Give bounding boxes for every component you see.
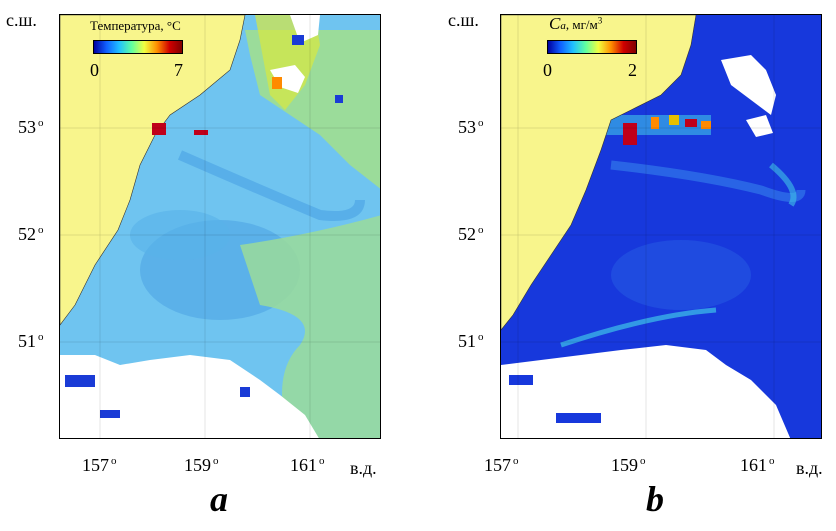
colorbar	[547, 40, 637, 54]
lat-label-52: 52 o	[458, 224, 484, 244]
land-kamchatka	[501, 15, 697, 331]
high-chl-pixel	[701, 121, 711, 129]
cold-patch	[335, 95, 343, 103]
map-frame	[500, 14, 822, 439]
lon-label-159: 159 o	[611, 455, 646, 475]
low-chl-patch	[556, 413, 601, 423]
lon-label-161: 161 o	[740, 455, 775, 475]
cloud-mask	[746, 115, 773, 137]
east-longitude-label: в.д.	[350, 458, 377, 478]
eddy	[130, 210, 230, 260]
cloud-mask	[721, 55, 776, 115]
cloud-mask	[60, 355, 319, 438]
warm-front	[240, 215, 380, 438]
east-longitude-label: в.д.	[796, 458, 823, 478]
colorbar-max: 2	[628, 60, 637, 80]
cloud-mask	[270, 65, 305, 93]
panel-a-temperature-map: с.ш.	[6, 10, 381, 519]
bloom-filament	[560, 307, 717, 348]
cold-patch	[292, 35, 304, 45]
north-latitude-label: с.ш.	[6, 10, 37, 30]
colorbar-title: Ca, мг/м3	[549, 14, 603, 33]
hot-pixel	[194, 130, 208, 135]
lon-label-157: 157 o	[484, 455, 519, 475]
high-chl-pixel	[685, 119, 697, 127]
cold-patch	[240, 387, 250, 397]
colorbar-min: 0	[90, 60, 99, 80]
high-chl-pixel	[651, 117, 659, 129]
panel-b-chlorophyll-map: с.ш.	[418, 0, 836, 531]
graticule	[501, 15, 821, 438]
panel-letter-a: a	[210, 479, 228, 519]
colorbar-title: Температура, °С	[90, 18, 181, 33]
colorbar	[93, 40, 183, 54]
lon-label-157: 157 o	[82, 455, 117, 475]
map-frame	[59, 14, 381, 439]
graticule	[60, 15, 380, 438]
lat-label-52: 52 o	[18, 224, 44, 244]
land-kamchatka	[60, 15, 246, 326]
lon-label-161: 161 o	[290, 455, 325, 475]
hot-pixel	[152, 123, 166, 135]
chlorophyll-map	[501, 15, 821, 438]
eddy-filament	[177, 150, 365, 221]
temperature-map	[60, 15, 380, 438]
cold-patch	[65, 375, 95, 387]
colorbar-max: 7	[174, 60, 183, 80]
low-chl-patch	[509, 375, 533, 385]
lat-label-53: 53 o	[18, 117, 44, 137]
cold-patch	[100, 410, 120, 418]
hot-pixel	[272, 77, 282, 89]
high-chl-pixel	[623, 123, 637, 145]
lon-label-159: 159 o	[184, 455, 219, 475]
colorbar-min: 0	[543, 60, 552, 80]
lat-label-51: 51 o	[458, 331, 484, 351]
bloom-filament	[769, 162, 797, 207]
lat-label-51: 51 o	[18, 331, 44, 351]
lat-label-53: 53 o	[458, 117, 484, 137]
eddy	[611, 240, 751, 310]
north-latitude-label: с.ш.	[448, 10, 479, 30]
high-chl-pixel	[669, 115, 679, 125]
panel-letter-b: b	[646, 479, 664, 519]
